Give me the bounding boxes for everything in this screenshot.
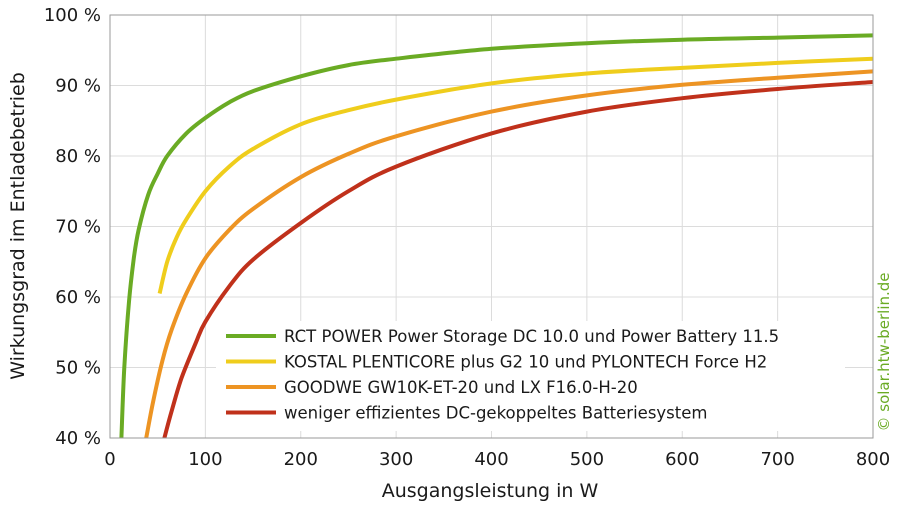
x-tick-label: 200 — [284, 449, 318, 470]
series-line-4 — [162, 80, 874, 439]
legend-label: RCT POWER Power Storage DC 10.0 und Powe… — [284, 327, 779, 346]
series-line-2 — [157, 56, 874, 294]
y-tick-label: 70 % — [55, 217, 101, 238]
x-axis-title: Ausgangsleistung in W — [382, 480, 599, 502]
series-lines — [119, 33, 874, 439]
y-axis-ticks: 40 % 50 % 60 % 70 % 80 % 90 % 100 % — [44, 5, 101, 449]
legend-label: weniger effizientes DC-gekoppeltes Batte… — [284, 404, 707, 423]
x-tick-label: 600 — [665, 449, 699, 470]
y-tick-label: 100 % — [44, 5, 101, 26]
x-axis-ticks: 0 100 200 300 400 500 600 700 800 — [104, 449, 890, 470]
y-tick-label: 60 % — [55, 287, 101, 308]
legend: RCT POWER Power Storage DC 10.0 und Powe… — [216, 321, 845, 431]
x-tick-label: 300 — [379, 449, 413, 470]
y-tick-label: 40 % — [55, 428, 101, 449]
legend-label: GOODWE GW10K-ET-20 und LX F16.0-H-20 — [284, 378, 638, 397]
legend-label: KOSTAL PLENTICORE plus G2 10 und PYLONTE… — [284, 353, 767, 372]
y-tick-label: 90 % — [55, 76, 101, 97]
x-tick-label: 100 — [188, 449, 222, 470]
y-axis-title: Wirkungsgrad im Entladebetrieb — [7, 72, 29, 380]
y-tick-label: 80 % — [55, 146, 101, 167]
source-credit: © solar.htw-berlin.de — [875, 272, 893, 431]
x-tick-label: 500 — [570, 449, 604, 470]
x-tick-label: 0 — [104, 449, 115, 470]
x-tick-label: 400 — [474, 449, 508, 470]
legend-box — [216, 321, 845, 431]
series-line-3 — [144, 69, 874, 439]
x-tick-label: 700 — [760, 449, 794, 470]
plot-area-frame — [109, 14, 874, 439]
y-tick-label: 50 % — [55, 358, 101, 379]
x-tick-label: 800 — [856, 449, 890, 470]
series-line-1 — [119, 33, 874, 439]
